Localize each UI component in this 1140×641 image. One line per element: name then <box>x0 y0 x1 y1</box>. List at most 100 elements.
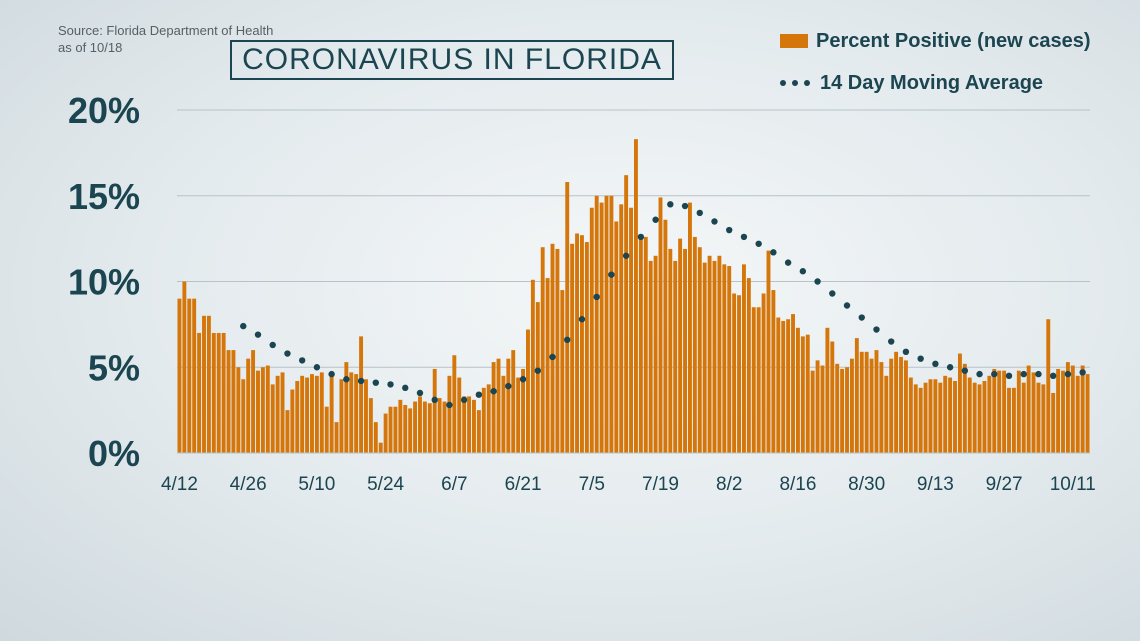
bar <box>879 362 884 453</box>
bar <box>530 279 535 453</box>
bar <box>260 367 265 453</box>
moving-average-dot <box>932 360 939 368</box>
moving-average-dot <box>976 370 983 378</box>
moving-average-dot <box>888 338 895 345</box>
bar <box>977 384 982 453</box>
bar <box>329 375 334 453</box>
bar <box>972 382 977 453</box>
bar <box>609 195 614 453</box>
bar <box>388 406 393 453</box>
bar <box>565 182 570 453</box>
bar <box>476 410 481 453</box>
bar <box>526 329 530 453</box>
bar <box>226 350 231 453</box>
bar <box>727 266 732 453</box>
bar <box>202 315 206 453</box>
y-tick-label: 5% <box>88 347 140 388</box>
x-tick-label: 4/26 <box>230 474 267 495</box>
bar <box>874 350 879 453</box>
moving-average-dot <box>681 202 689 210</box>
bar <box>462 396 467 453</box>
bar <box>589 207 594 453</box>
moving-average-dot <box>446 401 453 409</box>
bar <box>555 248 560 453</box>
bar <box>403 404 408 453</box>
x-tick-label: 6/21 <box>505 474 542 495</box>
moving-average-dot <box>755 240 762 247</box>
bar <box>251 350 256 453</box>
bar <box>894 351 899 453</box>
bar <box>918 387 923 453</box>
moving-average-dot <box>460 396 468 404</box>
bar <box>364 379 368 453</box>
bar <box>295 380 300 453</box>
moving-average-dot <box>254 331 262 338</box>
bar <box>712 260 717 453</box>
legend-bars-label: Percent Positive (new cases) <box>816 29 1091 52</box>
bar <box>668 248 673 453</box>
bar <box>314 375 319 453</box>
bar <box>521 368 526 453</box>
bar <box>442 401 447 453</box>
moving-average-dot <box>784 259 792 266</box>
bar <box>746 278 751 453</box>
bar <box>265 365 270 453</box>
bar <box>349 372 354 453</box>
moving-average-dot <box>799 268 807 275</box>
bar <box>432 368 437 453</box>
bar <box>884 375 889 453</box>
bar <box>575 233 580 453</box>
moving-average-dot <box>858 314 865 321</box>
bar <box>953 380 957 453</box>
bar <box>216 332 221 453</box>
moving-average-dot <box>402 384 409 392</box>
bar <box>825 327 830 453</box>
bar <box>344 362 349 453</box>
moving-average-dot <box>622 252 630 259</box>
moving-average-dot <box>1020 370 1027 378</box>
bar <box>211 332 216 453</box>
bar <box>815 360 820 453</box>
bar <box>717 255 722 453</box>
moving-average-dot <box>902 348 910 356</box>
bar <box>933 379 938 453</box>
bar <box>766 250 771 453</box>
bar <box>957 353 962 453</box>
x-tick-label: 4/12 <box>161 474 198 495</box>
chart-title: CORONAVIRUS IN FLORIDA <box>230 40 674 80</box>
bar <box>800 336 805 453</box>
moving-average-dot <box>1005 372 1013 380</box>
bar <box>923 382 928 453</box>
legend-bar-swatch <box>780 34 808 48</box>
moving-average-dot <box>1035 370 1042 378</box>
x-tick-label: 7/5 <box>579 474 605 495</box>
bar <box>408 408 413 453</box>
bar <box>869 358 874 453</box>
moving-average-dot <box>770 249 777 256</box>
as-of-date: as of 10/18 <box>58 40 123 55</box>
bar <box>1061 370 1065 453</box>
bar <box>256 370 260 453</box>
moving-average-dot <box>1049 372 1057 380</box>
moving-average-dot <box>475 391 483 398</box>
bar <box>849 358 854 453</box>
bar <box>604 195 609 453</box>
bar <box>648 260 653 453</box>
bar <box>506 358 511 453</box>
bar <box>987 375 992 453</box>
bar <box>290 389 295 453</box>
bar <box>236 367 241 453</box>
x-tick-label: 9/13 <box>917 474 954 495</box>
moving-average-dot <box>269 341 276 349</box>
moving-average-dot <box>416 389 424 397</box>
moving-average-dot <box>343 376 350 383</box>
bar <box>368 398 373 453</box>
x-tick-label: 10/11 <box>1050 474 1096 495</box>
bar <box>1051 392 1056 453</box>
moving-average-dot <box>578 316 586 323</box>
bar <box>305 377 310 453</box>
bar <box>619 204 624 453</box>
bar <box>845 367 849 453</box>
legend-dotted-line-swatch <box>780 80 810 86</box>
